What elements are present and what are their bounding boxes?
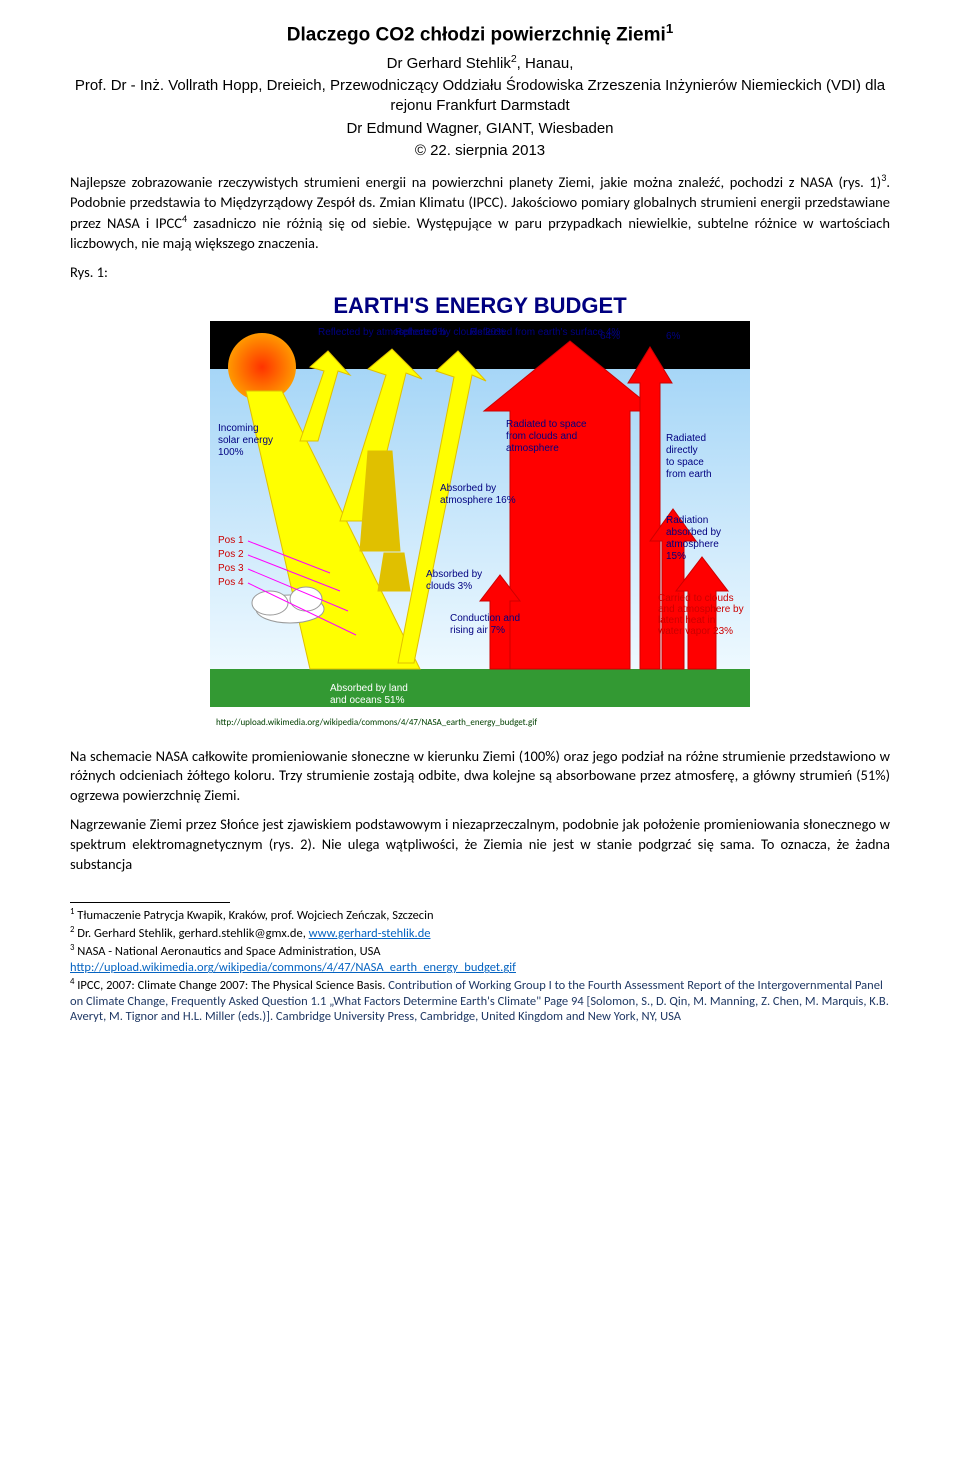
- date-line: © 22. sierpnia 2013: [70, 141, 890, 161]
- author-line-3: Dr Edmund Wagner, GIANT, Wiesbaden: [70, 119, 890, 139]
- fn4-text-a: IPCC, 2007: Climate Change 2007: The Phy…: [74, 978, 388, 993]
- label-abs-land: Absorbed by land and oceans 51%: [330, 683, 411, 706]
- paragraph-1: Najlepsze zobrazowanie rzeczywistych str…: [70, 171, 890, 253]
- label-64: 64%: [600, 331, 620, 342]
- author1-city: , Hanau,: [517, 55, 574, 72]
- p1c: zasadniczo nie różnią się od siebie. Wys…: [70, 214, 890, 252]
- title-sup: 1: [666, 21, 673, 36]
- fn3-text: NASA - National Aeronautics and Space Ad…: [74, 944, 380, 959]
- label-refl-surf: Reflected from earth's surface 4%: [470, 327, 620, 338]
- chart-title: EARTH'S ENERGY BUDGET: [333, 293, 627, 318]
- fn3-link[interactable]: http://upload.wikimedia.org/wikipedia/co…: [70, 960, 516, 975]
- author-line-2: Prof. Dr - Inż. Vollrath Hopp, Dreieich,…: [70, 76, 890, 117]
- author-line-1: Dr Gerhard Stehlik2, Hanau,: [70, 52, 890, 74]
- fn2-link[interactable]: www.gerhard-stehlik.de: [309, 926, 431, 941]
- fn1-text: Tłumaczenie Patrycja Kwapik, Kraków, pro…: [74, 908, 433, 923]
- energy-budget-figure: EARTH'S ENERGY BUDGET Reflected by atmos…: [70, 291, 890, 731]
- footnote-3: 3 NASA - National Aeronautics and Space …: [70, 943, 890, 960]
- label-6: 6%: [666, 331, 681, 342]
- footnote-separator: [70, 902, 230, 903]
- chart-source-url: http://upload.wikimedia.org/wikipedia/co…: [216, 717, 537, 728]
- p1a: Najlepsze zobrazowanie rzeczywistych str…: [70, 173, 881, 191]
- figure-caption-1: Rys. 1:: [70, 263, 890, 283]
- footnote-3-link: http://upload.wikimedia.org/wikipedia/co…: [70, 960, 890, 976]
- absorbed-clouds-arrow: [378, 553, 410, 591]
- author1: Dr Gerhard Stehlik: [387, 55, 511, 72]
- paragraph-2: Na schemacie NASA całkowite promieniowan…: [70, 747, 890, 806]
- label-rad-direct: Radiated directly to space from earth: [666, 433, 712, 480]
- label-pos4: Pos 4: [218, 577, 244, 588]
- paragraph-3: Nagrzewanie Ziemi przez Słońce jest zjaw…: [70, 815, 890, 874]
- footnote-2: 2 Dr. Gerhard Stehlik, gerhard.stehlik@g…: [70, 925, 890, 942]
- title-text: Dlaczego CO2 chłodzi powierzchnię Ziemi: [287, 24, 666, 45]
- page-title: Dlaczego CO2 chłodzi powierzchnię Ziemi1: [70, 20, 890, 48]
- footnote-4: 4 IPCC, 2007: Climate Change 2007: The P…: [70, 977, 890, 1025]
- label-pos2: Pos 2: [218, 549, 244, 560]
- label-pos1: Pos 1: [218, 535, 244, 546]
- label-pos3: Pos 3: [218, 563, 244, 574]
- fn2-text: Dr. Gerhard Stehlik, gerhard.stehlik@gmx…: [74, 926, 308, 941]
- footnote-1: 1 Tłumaczenie Patrycja Kwapik, Kraków, p…: [70, 907, 890, 924]
- energy-budget-svg: EARTH'S ENERGY BUDGET Reflected by atmos…: [210, 291, 750, 731]
